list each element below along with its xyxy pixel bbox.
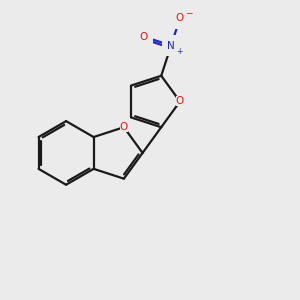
Text: +: + [176,47,182,56]
Text: O: O [176,97,184,106]
Text: N: N [167,40,175,50]
Text: O: O [176,13,184,23]
Text: −: − [185,8,193,17]
Text: O: O [140,32,148,42]
Text: O: O [120,122,128,132]
